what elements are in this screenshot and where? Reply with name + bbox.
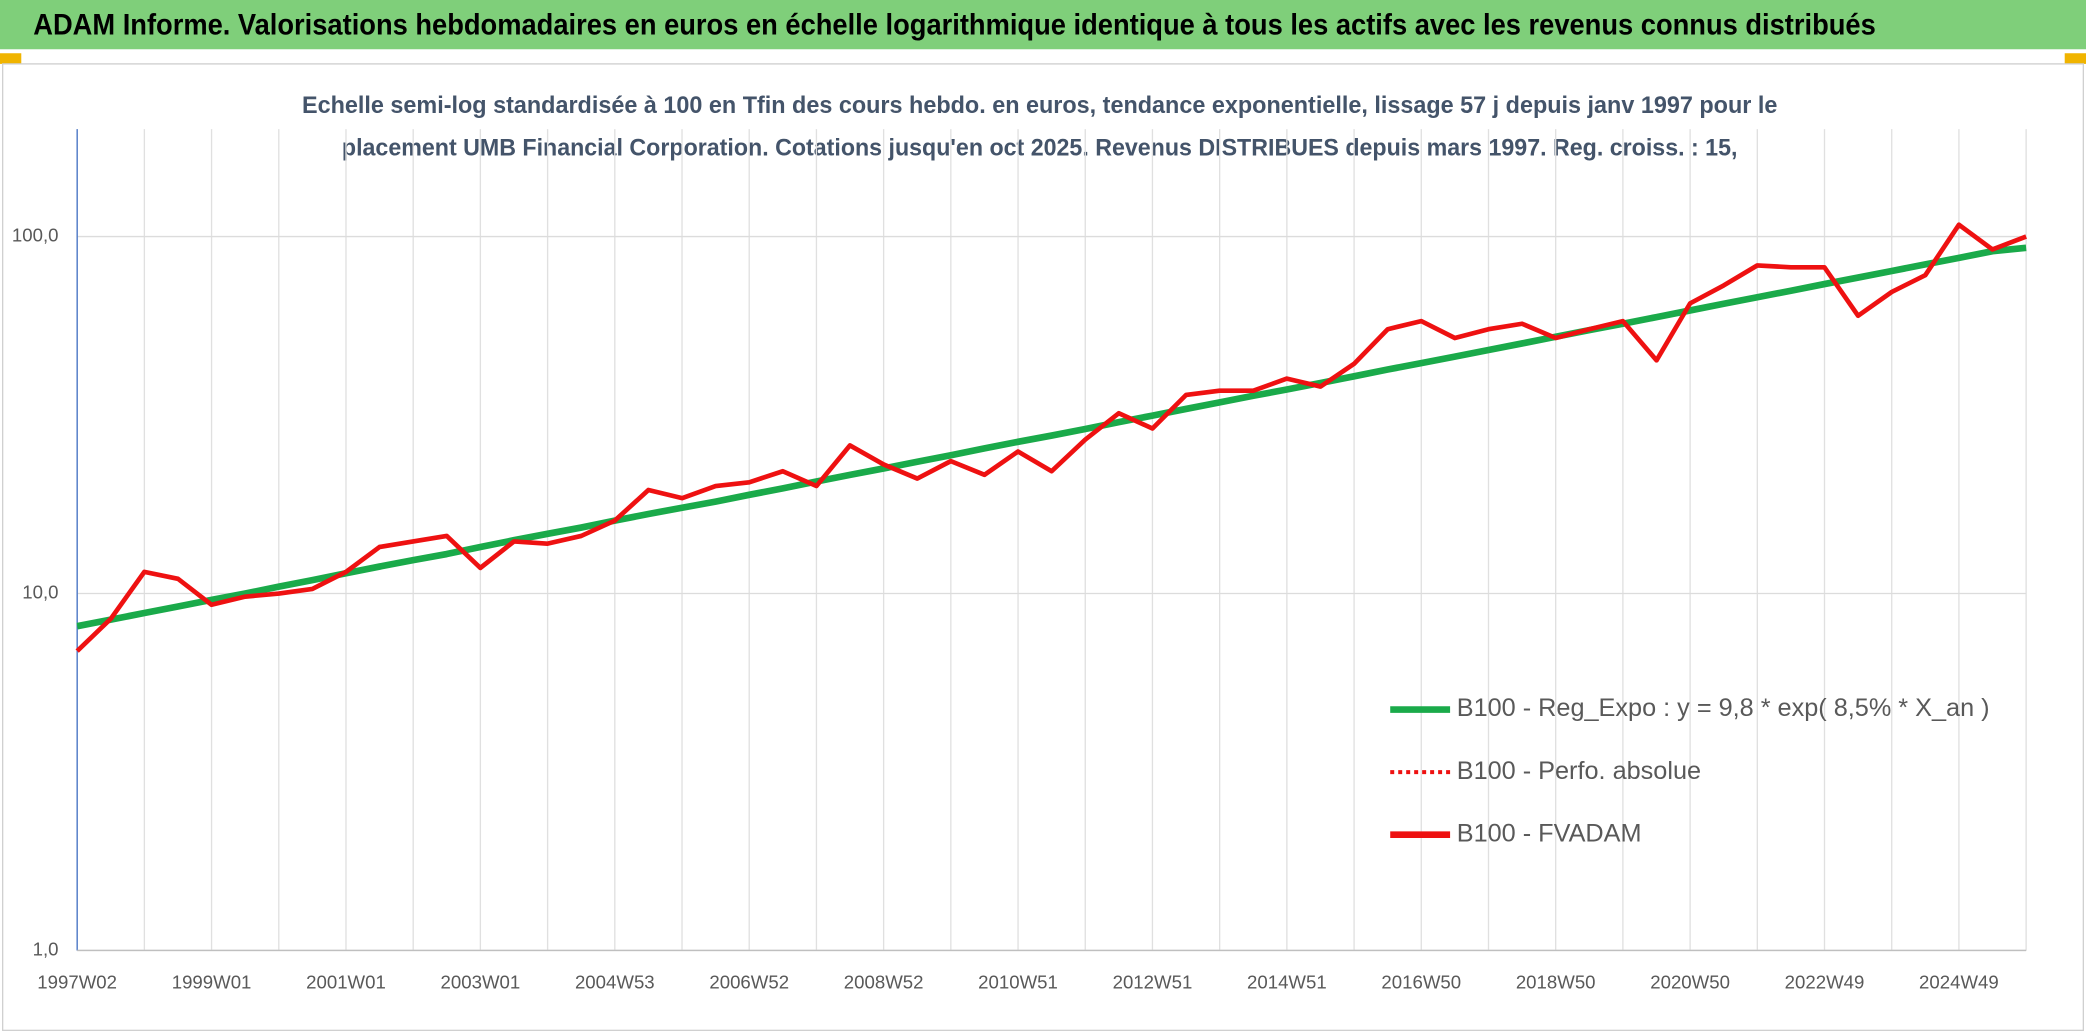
title-bar xyxy=(0,0,2086,50)
series-line xyxy=(76,244,2027,630)
chart-subtitle: placement UMB Financial Corporation. Cot… xyxy=(342,134,1738,161)
x-tick-label: 2022W49 xyxy=(1785,972,1865,993)
corner xyxy=(0,53,22,64)
x-tick-label: 1997W02 xyxy=(37,972,117,993)
x-tick-label: 2020W50 xyxy=(1650,972,1730,993)
legend-label: B100 - FVADAM xyxy=(1457,819,1642,847)
x-tick-label: 2014W51 xyxy=(1247,972,1327,993)
x-tick-label: 2003W01 xyxy=(441,972,521,993)
chart-title: ADAM Informe. Valorisations hebdomadaire… xyxy=(33,9,1876,41)
x-tick-label: 2024W49 xyxy=(1919,972,1999,993)
x-tick-label: 2018W50 xyxy=(1516,972,1596,993)
panel-border xyxy=(1,63,2085,1032)
x-tick-label: 2001W01 xyxy=(306,972,386,993)
y-tick-label: 100,0 xyxy=(12,224,59,245)
legend-label: B100 - Perfo. absolue xyxy=(1457,757,1701,785)
y-tick-label: 1,0 xyxy=(33,938,59,959)
legend-label: B100 - Reg_Expo : y = 9,8 * exp( 8,5% * … xyxy=(1457,694,1990,722)
x-tick-label: 1999W01 xyxy=(172,972,252,993)
y-tick-label: 10,0 xyxy=(22,581,58,602)
x-tick-label: 2012W51 xyxy=(1113,972,1193,993)
corner xyxy=(2064,53,2086,64)
x-tick-label: 2008W52 xyxy=(844,972,924,993)
x-tick-label: 2006W52 xyxy=(709,972,789,993)
series-line xyxy=(75,222,2027,653)
x-tick-label: 2010W51 xyxy=(978,972,1058,993)
chart-subtitle: Echelle semi-log standardisée à 100 en T… xyxy=(302,92,1777,119)
x-tick-label: 2004W53 xyxy=(575,972,655,993)
x-tick-label: 2016W50 xyxy=(1381,972,1461,993)
